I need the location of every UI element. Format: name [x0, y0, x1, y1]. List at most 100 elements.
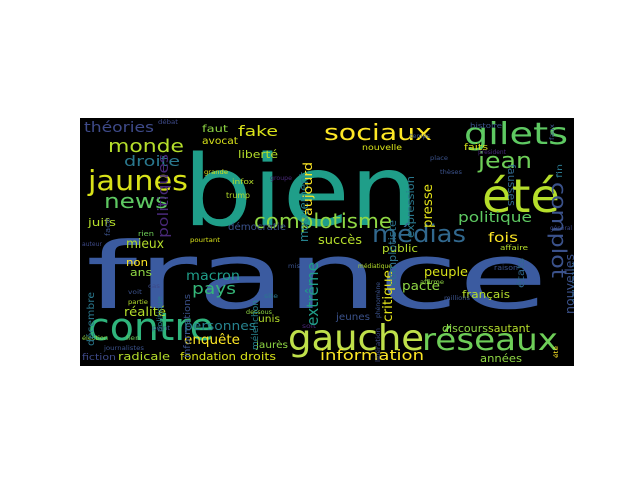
- word-complot: complot: [547, 182, 571, 278]
- word-fiction: fiction: [82, 353, 116, 363]
- word-democratie: démocratie: [228, 221, 286, 233]
- word-politique2: politique: [156, 296, 164, 332]
- word-partie: partie: [128, 299, 148, 306]
- word-politiques: politiques: [156, 154, 172, 238]
- word-debat: débat: [158, 119, 179, 126]
- word-cloud-svg: france bien gauche contre été réseaux gi…: [82, 118, 574, 365]
- word-non: non: [126, 256, 148, 269]
- word-decembre: décembre: [85, 292, 97, 346]
- word-fois: fois: [488, 231, 518, 246]
- word-fin: fin: [555, 164, 564, 178]
- word-informations: informations: [183, 294, 193, 358]
- word-mieux: mieux: [126, 237, 164, 252]
- word-general: général: [550, 225, 572, 232]
- word-election: élection: [82, 335, 108, 342]
- word-rien: rien: [138, 230, 154, 238]
- word-etats: états: [515, 258, 527, 288]
- word-mouvement: mouvement: [297, 172, 311, 242]
- word-nouvelle: nouvelle: [362, 143, 402, 152]
- word-macron: macron: [186, 269, 240, 284]
- word-histoire: histoire: [470, 122, 502, 130]
- word-raison: raison: [494, 264, 518, 272]
- word-francais: français: [462, 288, 510, 301]
- word-fake: fake: [238, 124, 278, 140]
- word-affaire: affaire: [500, 244, 528, 252]
- word-jean: jean: [477, 149, 532, 174]
- word-dessous: dessous: [246, 309, 272, 316]
- word-journalistes: journalistes: [103, 345, 144, 352]
- word-aujourd: aujourd: [301, 162, 315, 216]
- word-internet: internet: [570, 262, 574, 302]
- word-face: face: [104, 218, 112, 236]
- word-cloud: france bien gauche contre été réseaux gi…: [80, 118, 574, 366]
- word-critique: critique: [381, 270, 396, 322]
- word-discours: discours: [442, 322, 488, 335]
- word-theses: thèses: [440, 169, 462, 176]
- word-politique: politique: [458, 210, 532, 226]
- word-fausses: fausses: [505, 164, 518, 206]
- word-droits: droits: [240, 350, 276, 363]
- word-information: information: [320, 348, 424, 364]
- word-faut: faut: [202, 124, 228, 135]
- word-complotisme: complotisme: [254, 209, 392, 233]
- word-france: france: [86, 223, 548, 330]
- word-public: public: [382, 242, 418, 255]
- word-presse: presse: [421, 184, 436, 228]
- word-infox: infox: [232, 178, 254, 186]
- word-jaures: jaurès: [255, 339, 288, 351]
- word-juifs: juifs: [87, 216, 117, 229]
- word-mis: mis: [288, 263, 300, 270]
- word-ete2: été: [553, 346, 560, 358]
- word-liberation: libération: [375, 328, 382, 362]
- word-soit: soit: [302, 323, 317, 330]
- word-theories: théories: [84, 120, 154, 136]
- word-faux: faux: [549, 123, 556, 140]
- word-annees: années: [480, 352, 522, 365]
- word-site: site: [264, 293, 278, 300]
- word-millions: millions: [444, 295, 470, 302]
- word-peuple: peuple: [424, 265, 468, 279]
- word-lien: lien: [126, 335, 140, 342]
- word-personnes: personnes: [184, 319, 256, 333]
- word-pourtant: pourtant: [190, 237, 221, 244]
- word-avocat: avocat: [202, 136, 238, 147]
- word-groupe: groupe: [270, 175, 292, 182]
- word-droite: droite: [124, 154, 180, 170]
- word-affirme: affirme: [420, 279, 444, 286]
- word-bien: bien: [183, 135, 419, 249]
- word-nouvelles: nouvelles: [563, 254, 574, 314]
- word-ans: ans: [130, 266, 152, 279]
- word-succes: succès: [318, 233, 362, 247]
- word-faits: faits: [464, 143, 488, 153]
- word-gilets: gilets: [464, 118, 568, 152]
- word-complotiste: complotiste: [386, 220, 399, 286]
- word-sautant: sautant: [488, 322, 531, 335]
- word-expression: expression: [404, 176, 417, 238]
- word-enquete: enquête: [184, 333, 240, 348]
- word-medias: médias: [372, 220, 466, 248]
- word-jeunes: jeunes: [335, 312, 370, 323]
- word-cas: cas: [148, 283, 160, 290]
- word-extreme: extrême: [303, 262, 322, 326]
- word-point: point: [152, 325, 171, 332]
- word-contre: contre: [88, 305, 214, 349]
- word-temps: temps: [410, 133, 430, 140]
- word-gauche: gauche: [288, 318, 424, 359]
- word-liberte: liberté: [238, 148, 278, 161]
- word-pacte: pacte: [402, 279, 440, 293]
- word-melenchon: mélenchon: [250, 300, 261, 350]
- word-trump: trump: [226, 191, 250, 200]
- word-fondation: fondation: [180, 350, 236, 363]
- word-voit: voit: [128, 289, 143, 296]
- word-mediatique: médiatique: [358, 263, 392, 270]
- word-realite: réalité: [124, 305, 166, 319]
- word-place: place: [430, 155, 448, 162]
- word-ete: été: [482, 169, 560, 223]
- word-president: président: [478, 149, 507, 156]
- word-monde: monde: [108, 136, 184, 157]
- word-auteur: auteur: [82, 241, 103, 248]
- word-unis: unis: [258, 314, 280, 325]
- word-radicale: radicale: [118, 350, 170, 363]
- word-news: news: [104, 189, 168, 213]
